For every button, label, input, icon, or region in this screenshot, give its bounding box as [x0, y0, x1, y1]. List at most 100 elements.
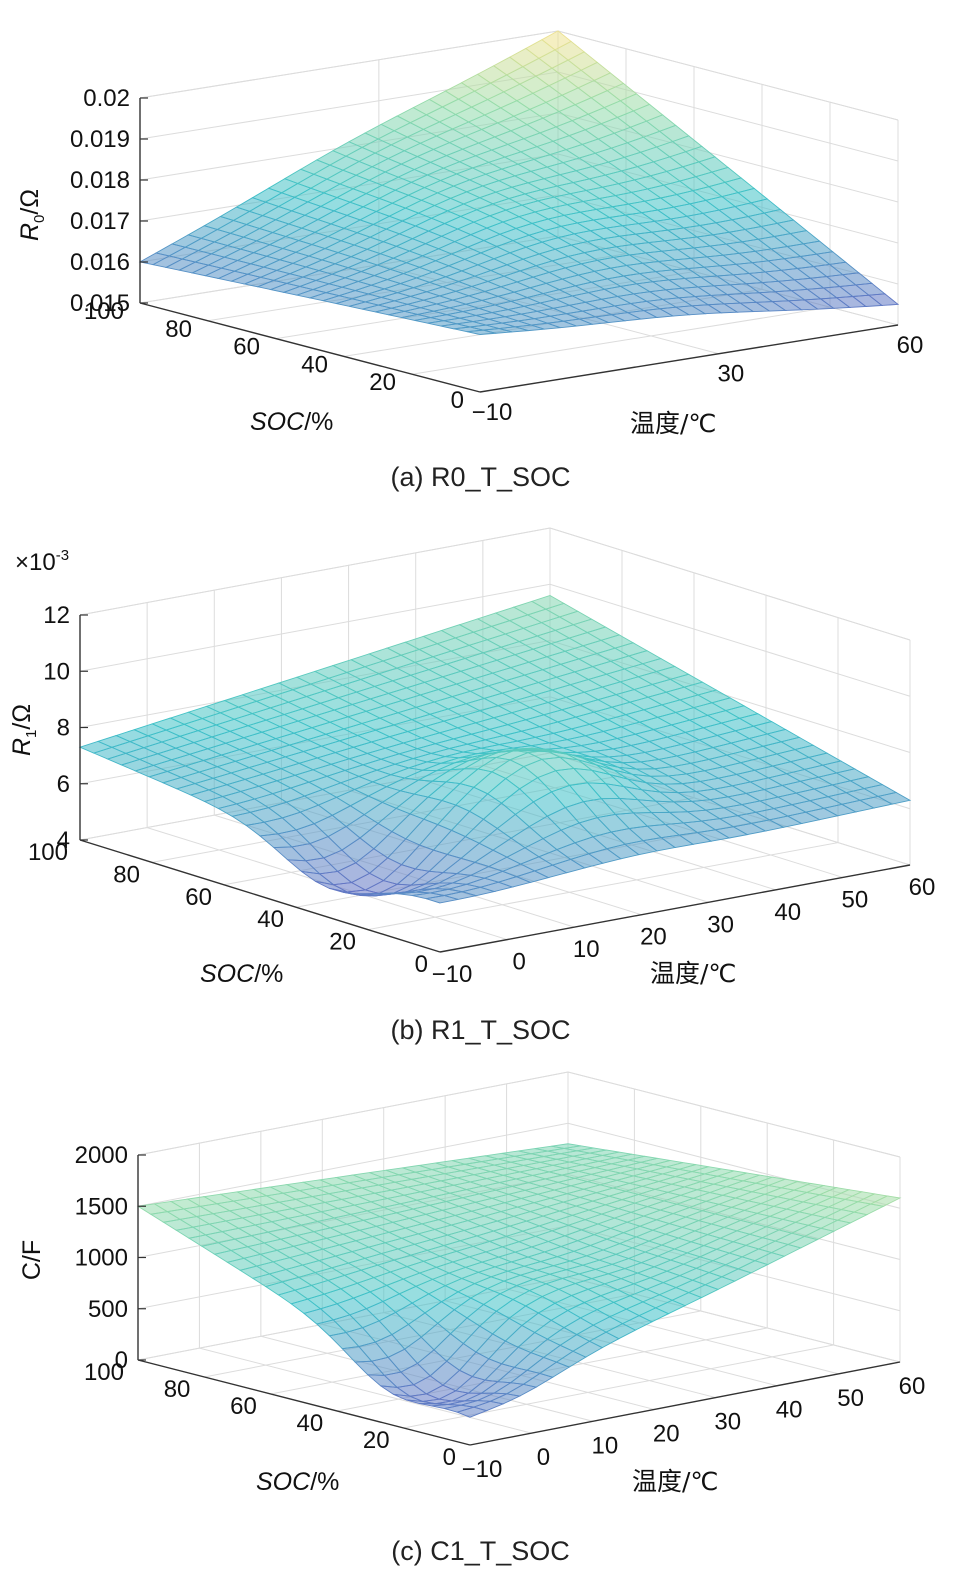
- chart-panel-c1: 2000 1500 1000 500 0 100 80 60 40 20 0 −10 0 10 20 30 40…: [0, 1070, 961, 1578]
- x-tick-label: 60: [899, 1373, 926, 1400]
- x-tick-label: 60: [909, 874, 936, 901]
- chart-caption: (a) R0_T_SOC: [390, 462, 571, 492]
- surface-cell: [466, 329, 497, 335]
- chart-panel-r0: 0.02 0.019 0.018 0.017 0.016 0.015 100 80 60 40 20…: [0, 0, 961, 500]
- z-tick-label: 0.018: [70, 167, 130, 194]
- y-tick-label: 60: [233, 334, 260, 361]
- surface-mesh: [136, 1143, 902, 1418]
- z-axis-label-unit: /Ω: [16, 189, 44, 215]
- x-tick-label: 30: [714, 1409, 741, 1436]
- y-axis-label: SOC/%: [256, 1468, 339, 1496]
- x-tick-label: 30: [718, 361, 745, 388]
- z-axis-label-var: R: [16, 223, 44, 241]
- y-axis-label: SOC/%: [200, 960, 283, 988]
- z-axis-label: C/F: [18, 1240, 46, 1280]
- y-tick-label: 100: [28, 839, 68, 866]
- y-axis-label-unit: /%: [310, 1468, 339, 1496]
- surface-cell: [455, 1406, 488, 1418]
- x-tick-label: 50: [837, 1385, 864, 1412]
- z-axis-label: R1/Ω: [8, 704, 40, 756]
- z-tick-label: 10: [43, 658, 70, 685]
- z-tick-label: 2000: [75, 1142, 128, 1169]
- y-axis-label-var: SOC: [200, 960, 255, 988]
- y-tick-label: 60: [185, 884, 212, 911]
- x-tick-label: 20: [653, 1420, 680, 1447]
- y-tick-label: 60: [230, 1393, 257, 1420]
- x-tick-label: 30: [707, 911, 734, 938]
- x-axis-line: [479, 324, 899, 393]
- y-tick-label: 40: [257, 906, 284, 933]
- surface-cell: [426, 895, 459, 904]
- z-tick-label: 1000: [75, 1245, 128, 1272]
- x-tick-label: 40: [776, 1397, 803, 1424]
- z-axis-label-sub: 1: [23, 730, 40, 738]
- y-axis-line: [137, 1359, 471, 1446]
- grid-line: [367, 617, 839, 931]
- x-tick-label: 10: [573, 936, 600, 963]
- x-tick-label: 0: [537, 1444, 550, 1471]
- x-tick-label: −10: [472, 399, 513, 426]
- z-exponent-label: ×10-3: [15, 547, 69, 576]
- y-axis-label: SOC/%: [250, 408, 333, 436]
- x-axis-line: [469, 1361, 901, 1446]
- z-tick-label: 12: [43, 602, 70, 629]
- surface-mesh: [138, 30, 900, 335]
- z-tick-label: 0.016: [70, 249, 130, 276]
- y-tick-label: 100: [84, 298, 124, 325]
- z-tick-label: 1500: [75, 1193, 128, 1220]
- z-axis-label-var: R: [8, 738, 36, 756]
- exponent-base: ×10: [15, 549, 56, 576]
- y-axis-label-unit: /%: [304, 408, 333, 436]
- chart-caption: (b) R1_T_SOC: [390, 1015, 571, 1045]
- x-tick-label: 50: [842, 886, 869, 913]
- x-axis-label: 温度/℃: [650, 959, 737, 988]
- y-tick-label: 80: [165, 316, 192, 343]
- z-tick-label: 0.015: [70, 290, 130, 317]
- grid-line: [137, 1071, 901, 1158]
- x-tick-label: −10: [462, 1456, 503, 1483]
- y-tick-label: 20: [363, 1427, 390, 1454]
- x-tick-label: 20: [640, 924, 667, 951]
- y-tick-label: 100: [84, 1359, 124, 1386]
- z-axis-label-sub: 0: [31, 215, 48, 223]
- z-tick-label: 0.019: [70, 126, 130, 153]
- z-tick-label: 8: [57, 715, 70, 742]
- y-tick-label: 20: [369, 369, 396, 396]
- z-tick-label: 4: [57, 827, 70, 854]
- y-tick-label: 0: [451, 387, 464, 414]
- x-tick-label: −10: [432, 961, 473, 988]
- z-axis-label-var: C: [18, 1262, 46, 1280]
- y-axis-line: [139, 302, 481, 393]
- z-axis-label: R0/Ω: [16, 189, 48, 241]
- x-tick-label: 40: [774, 899, 801, 926]
- surface-mesh: [78, 595, 912, 904]
- chart-panel-r1: 12 10 8 6 4 100 80 60 40 20 0 −10 0 10 20 30 40 50 60 温度/℃ S…: [0, 520, 961, 1050]
- x-tick-label: 60: [897, 332, 924, 359]
- x-tick-label: 0: [512, 949, 525, 976]
- x-axis-label: 温度/℃: [632, 1467, 719, 1496]
- z-tick-label: 0: [115, 1347, 128, 1374]
- y-tick-label: 80: [113, 861, 140, 888]
- exponent-power: -3: [56, 547, 69, 564]
- y-tick-label: 40: [296, 1410, 323, 1437]
- z-tick-label: 500: [88, 1296, 128, 1323]
- y-tick-label: 40: [301, 351, 328, 378]
- y-tick-label: 80: [164, 1376, 191, 1403]
- z-tick-label: 0.017: [70, 208, 130, 235]
- x-axis-line: [439, 864, 911, 953]
- y-axis-label-var: SOC: [256, 1468, 311, 1496]
- x-tick-label: 10: [592, 1432, 619, 1459]
- y-axis-label-unit: /%: [254, 960, 283, 988]
- y-axis-line: [79, 839, 441, 953]
- x-axis-label: 温度/℃: [630, 409, 717, 438]
- chart-caption: (c) C1_T_SOC: [391, 1536, 570, 1566]
- z-axis-label-unit: /Ω: [8, 704, 36, 730]
- y-tick-label: 0: [415, 951, 428, 978]
- y-tick-label: 0: [443, 1444, 456, 1471]
